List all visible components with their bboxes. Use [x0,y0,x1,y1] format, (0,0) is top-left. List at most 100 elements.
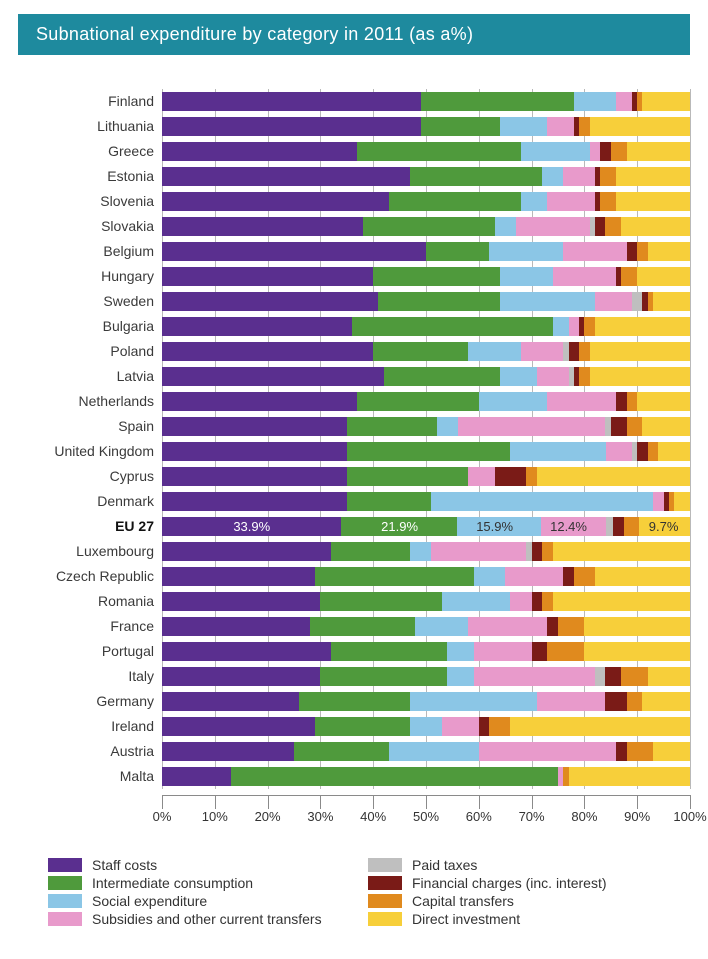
bar-segment [510,442,605,461]
bar-segment [532,542,543,561]
bar-segment [621,267,637,286]
bar-segment [627,142,690,161]
bar-segment [347,492,431,511]
value-label: 12.4% [550,514,587,539]
bar-segment [162,467,347,486]
x-tick-label: 100% [673,809,706,824]
bar-segment [431,542,526,561]
country-label: Spain [18,414,162,439]
bar-segment [590,117,690,136]
bar-segment [162,667,320,686]
x-tick-label: 40% [360,809,386,824]
bar-segment [621,667,647,686]
bar-segment [674,492,690,511]
x-axis: 0%10%20%30%40%50%60%70%80%90%100% [18,795,690,829]
x-tick-label: 80% [571,809,597,824]
bar-segment [299,692,410,711]
bar-segment [590,142,601,161]
bar-segment [547,642,584,661]
bar-segment [489,717,510,736]
bar-segment [162,442,347,461]
bar-row: Portugal [18,639,690,664]
bar-segment [616,167,690,186]
bar-segment [357,392,478,411]
bar-segment [437,417,458,436]
bar-segment [479,717,490,736]
bar-segment [627,242,638,261]
bar-segment [642,417,690,436]
bar-segment [347,442,511,461]
legend-swatch [48,858,82,872]
country-label: Slovenia [18,189,162,214]
bar-segment [489,242,563,261]
bar-segment [347,417,437,436]
bar-segment [410,167,542,186]
bar-segment [468,342,521,361]
bar-segment [516,217,590,236]
bar-segment [558,617,584,636]
legend-item: Capital transfers [368,893,688,909]
bar-segment [426,242,489,261]
legend-label: Social expenditure [92,893,207,909]
bar-segment [532,642,548,661]
bar-segment [616,92,632,111]
bar-segment [653,742,690,761]
legend-swatch [368,858,402,872]
bar-row: France [18,614,690,639]
country-label: Czech Republic [18,564,162,589]
bar-segment [579,117,590,136]
country-label: Cyprus [18,464,162,489]
bar-segment [616,742,627,761]
bar-segment [595,317,690,336]
country-label: Sweden [18,289,162,314]
bar-segment [590,367,690,386]
country-label: Hungary [18,264,162,289]
x-tick-label: 10% [202,809,228,824]
bar-segment [421,117,500,136]
legend-swatch [48,912,82,926]
bar-segment [384,367,500,386]
country-label: Slovakia [18,214,162,239]
stacked-bar-chart: FinlandLithuaniaGreeceEstoniaSloveniaSlo… [18,89,690,789]
bar-segment [569,317,580,336]
value-label: 33.9% [233,514,270,539]
bar-segment [553,542,690,561]
bar-segment [162,167,410,186]
bar-segment [331,542,410,561]
country-label: Austria [18,739,162,764]
bar-segment [162,717,315,736]
bar-segment [616,192,690,211]
bar-segment [537,692,606,711]
bar-segment [574,92,616,111]
bar-segment [162,617,310,636]
bar-segment [474,667,595,686]
bar-segment [310,617,416,636]
bar-segment [542,167,563,186]
bar-row: Greece [18,139,690,164]
bar-segment [537,467,690,486]
bar-row: Hungary [18,264,690,289]
legend-label: Paid taxes [412,857,477,873]
bar-segment [606,442,632,461]
bar-segment [648,442,659,461]
country-label: EU 27 [18,514,162,539]
legend-item: Subsidies and other current transfers [48,911,368,927]
bar-segment [162,642,331,661]
bar-segment [553,317,569,336]
bar-segment [320,592,441,611]
bar-segment [505,567,563,586]
bar-segment [421,92,574,111]
bar-segment [294,742,389,761]
bar-segment [547,117,573,136]
bar-segment [595,567,690,586]
country-label: Estonia [18,164,162,189]
bar-segment [442,592,511,611]
country-label: Germany [18,689,162,714]
bar-segment [162,417,347,436]
bar-segment [495,217,516,236]
bar-row: Latvia [18,364,690,389]
country-label: Netherlands [18,389,162,414]
bar-segment [637,267,690,286]
bar-segment [542,542,553,561]
legend-label: Direct investment [412,911,520,927]
